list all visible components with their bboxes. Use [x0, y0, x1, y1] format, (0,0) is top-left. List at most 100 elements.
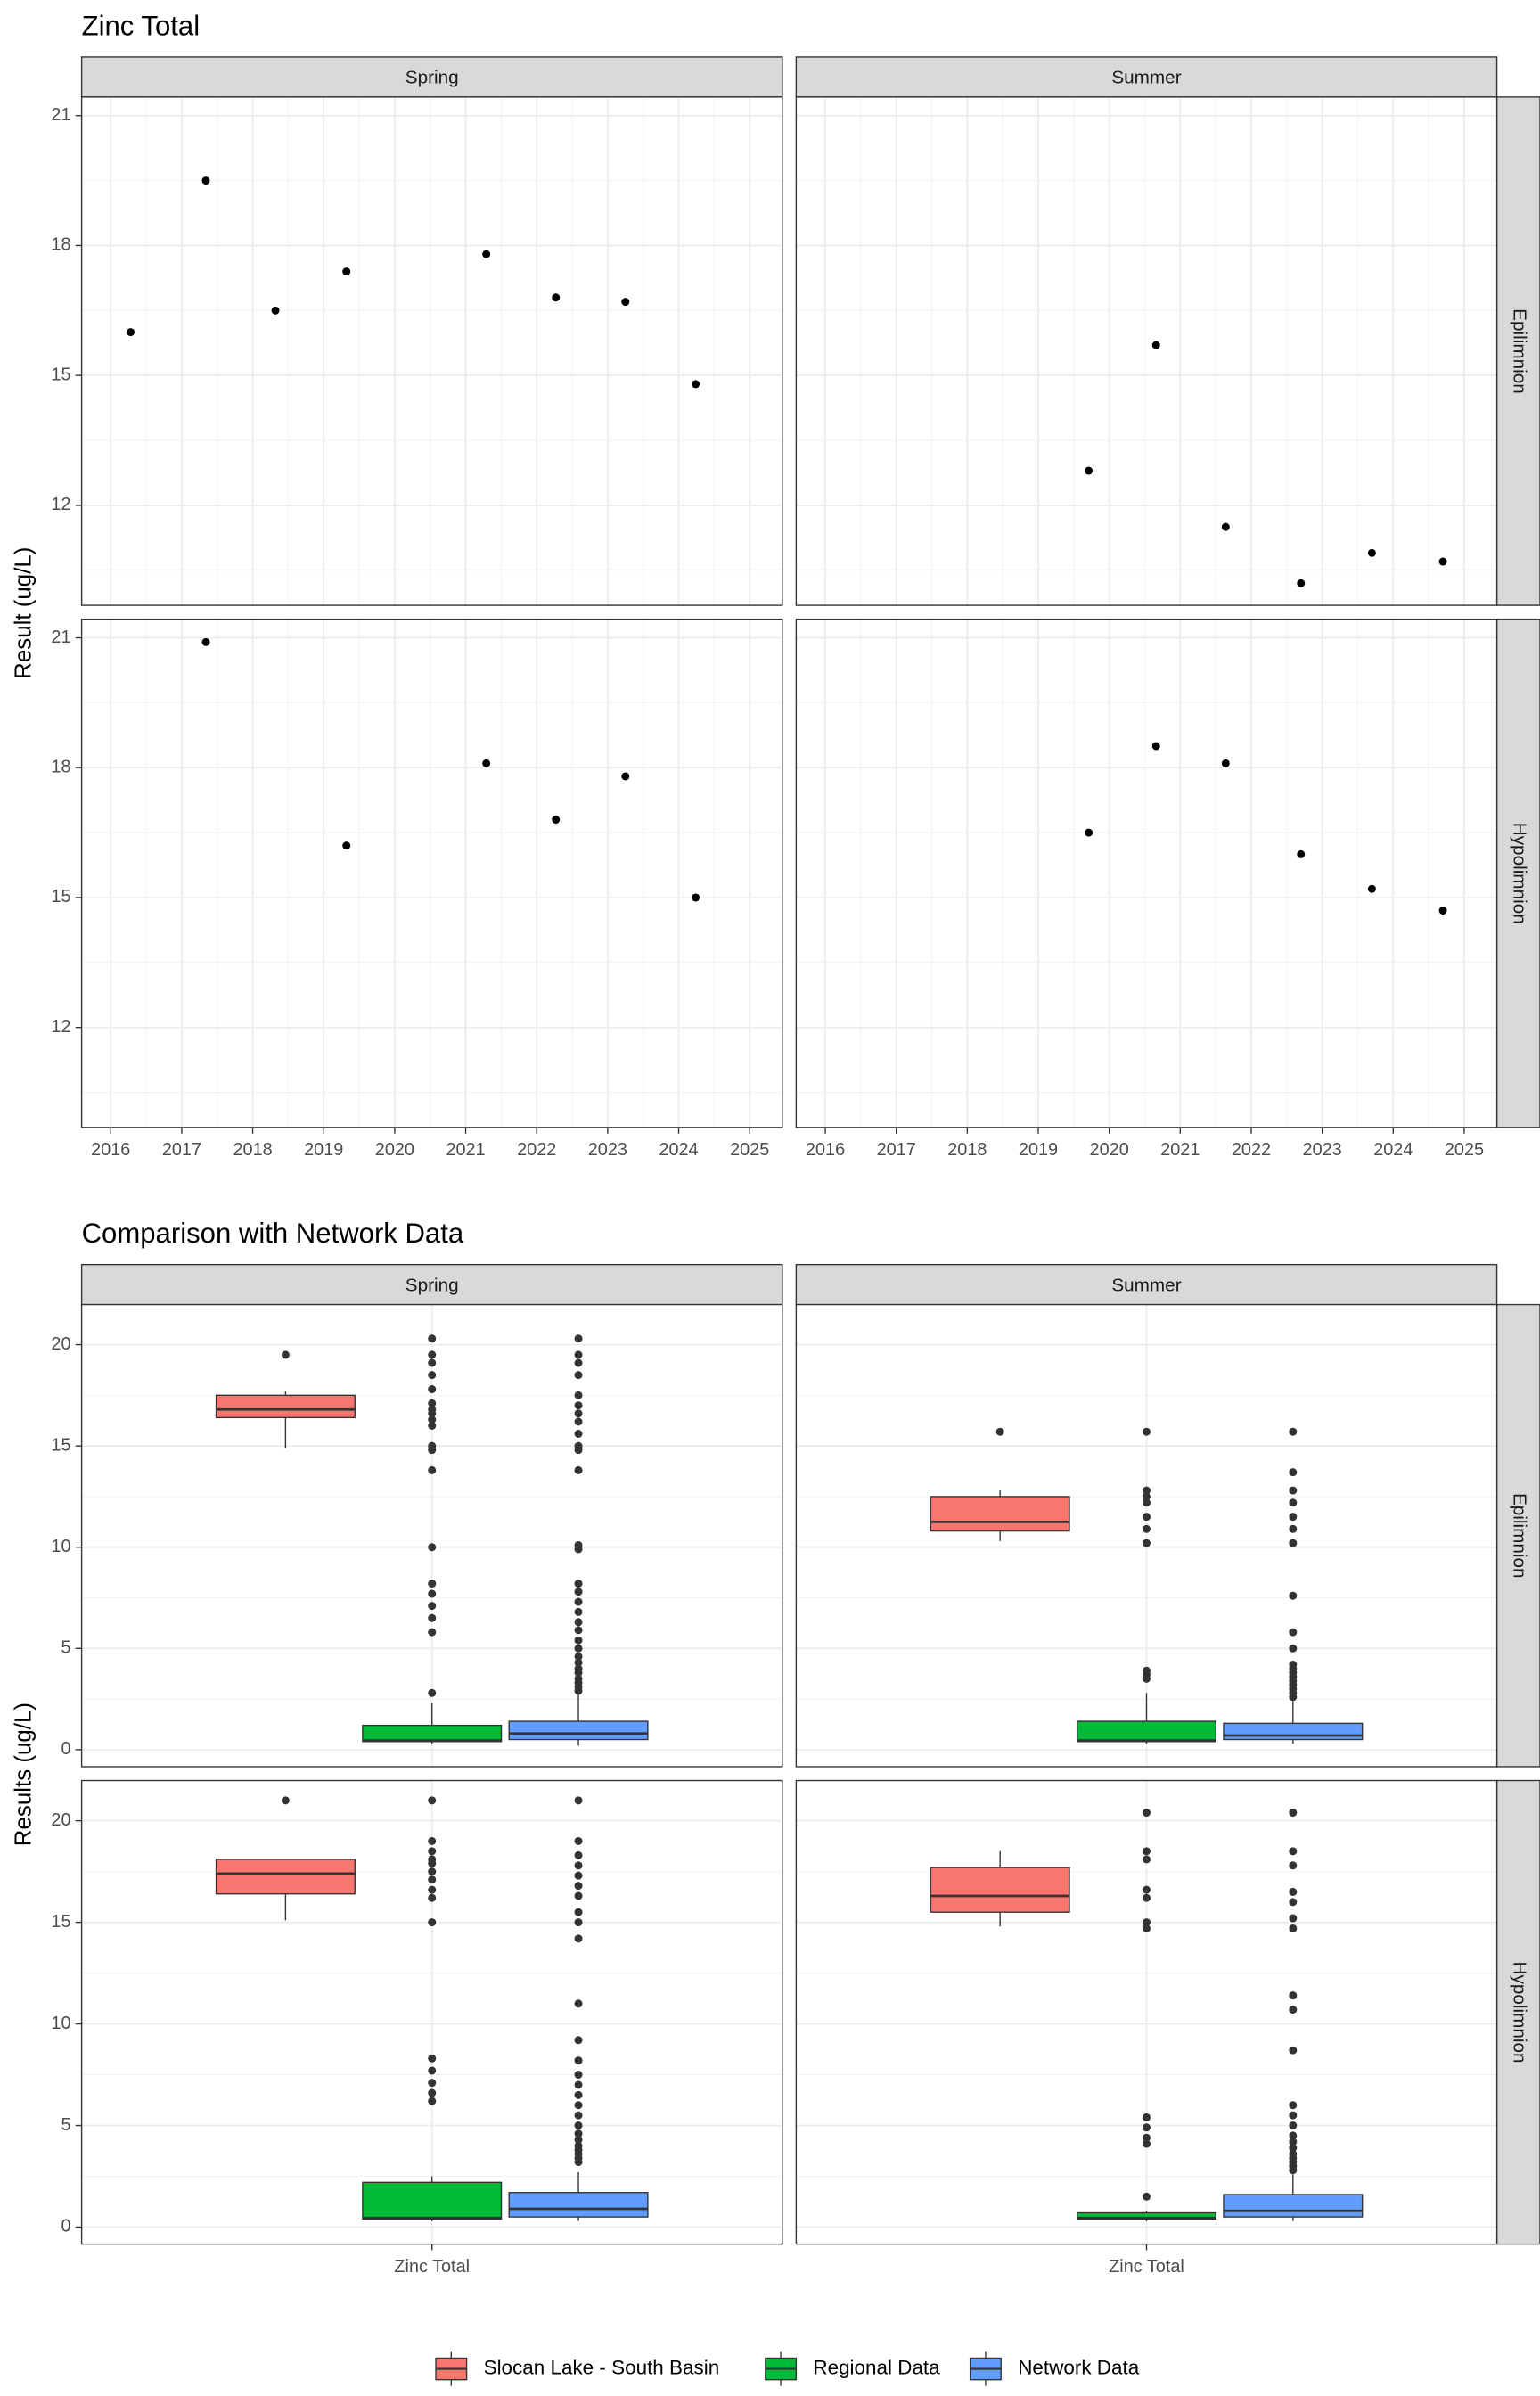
outlier	[428, 1855, 437, 1864]
x-tick-label: 2018	[233, 1140, 272, 1160]
outlier	[428, 1405, 437, 1414]
outlier	[574, 2101, 583, 2110]
y-tick-label: 15	[51, 1912, 70, 1932]
point	[621, 772, 630, 781]
point	[621, 298, 630, 307]
outlier	[428, 1334, 437, 1343]
box	[930, 1496, 1070, 1532]
y-tick-label: 21	[51, 628, 70, 647]
outlier	[574, 1401, 583, 1410]
outlier	[574, 1430, 583, 1438]
x-tick-label: 2020	[1090, 1140, 1129, 1160]
y-tick-label: 18	[51, 757, 70, 776]
x-tick-label: 2018	[947, 1140, 987, 1160]
outlier	[574, 1607, 583, 1616]
point	[1297, 578, 1306, 587]
y-tick-label: 12	[51, 495, 70, 514]
strip	[80, 1263, 783, 1306]
outlier	[428, 1885, 437, 1894]
y-tick-label: 10	[51, 2014, 70, 2033]
outlier	[428, 1867, 437, 1876]
outlier	[428, 1688, 437, 1697]
y-tick-label: 5	[61, 1638, 70, 1658]
outlier	[1142, 1427, 1151, 1436]
outlier	[574, 1664, 583, 1673]
strip	[80, 56, 783, 98]
x-tick-label: 2024	[659, 1140, 698, 1160]
x-tick-label: 2023	[588, 1140, 627, 1160]
outlier	[1142, 1924, 1151, 1932]
strip-label: Spring	[405, 1275, 459, 1295]
x-tick-label: 2021	[446, 1140, 485, 1160]
strip	[795, 1263, 1498, 1306]
y-axis-title: Results (ug/L)	[12, 1703, 37, 1846]
outlier	[428, 1847, 437, 1856]
outlier	[1142, 2133, 1151, 2142]
box	[1223, 1722, 1364, 1741]
outlier	[574, 2141, 583, 2150]
y-axis-title: Result (ug/L)	[12, 547, 37, 679]
strip-label: Spring	[405, 68, 459, 88]
outlier	[574, 1674, 583, 1683]
outlier	[1142, 1539, 1151, 1547]
box	[362, 2181, 503, 2220]
outlier	[1289, 2046, 1298, 2055]
outlier	[574, 2036, 583, 2045]
outlier	[1142, 1809, 1151, 1818]
box	[508, 2192, 649, 2218]
outlier	[1289, 1486, 1298, 1495]
x-tick-label: 2025	[730, 1140, 769, 1160]
legend-label: Slocan Lake - South Basin	[484, 2357, 720, 2379]
panel-border	[795, 618, 1498, 1128]
box	[930, 1867, 1070, 1913]
outlier	[1289, 1991, 1298, 2000]
box	[215, 1394, 356, 1419]
outlier	[574, 1391, 583, 1399]
outlier	[574, 1334, 583, 1343]
outlier	[574, 1652, 583, 1661]
point	[552, 816, 561, 825]
outlier	[1142, 1918, 1151, 1927]
outlier	[428, 1875, 437, 1884]
x-tick-label: 2023	[1303, 1140, 1342, 1160]
outlier	[1289, 2006, 1298, 2014]
outlier	[428, 1358, 437, 1367]
point	[482, 759, 491, 767]
outlier	[1289, 1898, 1298, 1907]
outlier	[574, 1409, 583, 1418]
x-tick-label: 2021	[1160, 1140, 1200, 1160]
point	[342, 841, 351, 850]
outlier	[1289, 1809, 1298, 1818]
point	[692, 380, 700, 389]
x-tick-label: Zinc Total	[394, 2257, 470, 2277]
outlier	[574, 1588, 583, 1596]
outlier	[574, 1350, 583, 1359]
box	[1076, 1720, 1217, 1743]
outlier	[1289, 1591, 1298, 1600]
x-tick-label: 2020	[375, 1140, 414, 1160]
x-tick-label: 2024	[1373, 1140, 1413, 1160]
outlier	[1289, 1847, 1298, 1856]
outlier	[428, 1602, 437, 1611]
outlier	[574, 1871, 583, 1880]
strip-label: Epilimnion	[1509, 308, 1529, 394]
outlier	[574, 1644, 583, 1653]
point	[552, 293, 561, 302]
point	[1438, 907, 1447, 915]
panel-border	[795, 1779, 1498, 2245]
outlier	[1289, 2121, 1298, 2130]
outlier	[428, 1441, 437, 1450]
outlier	[428, 2066, 437, 2075]
outlier	[1289, 2101, 1298, 2110]
outlier	[574, 1597, 583, 1606]
outlier	[574, 2056, 583, 2065]
strip	[1495, 96, 1540, 606]
outlier	[428, 2054, 437, 2063]
point	[271, 306, 280, 315]
outlier	[428, 1465, 437, 1474]
strip-label: Hypolimnion	[1509, 1962, 1529, 2064]
outlier	[574, 1626, 583, 1635]
outlier	[574, 1540, 583, 1549]
outlier	[1142, 2139, 1151, 2148]
